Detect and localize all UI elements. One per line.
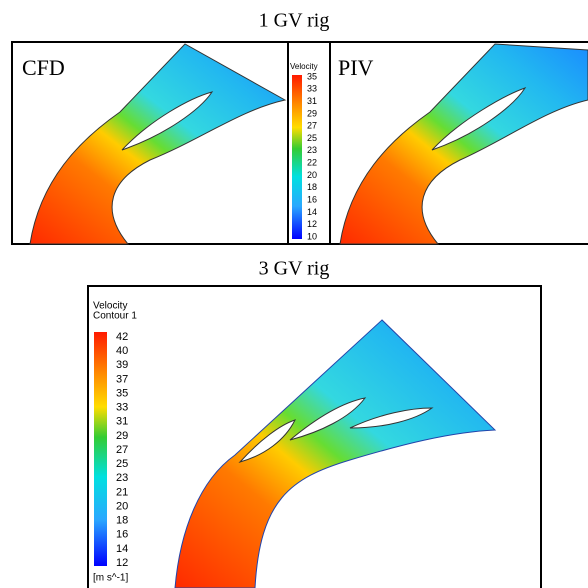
colorbar-label: 31 bbox=[116, 416, 128, 428]
colorbar-title: Velocity bbox=[93, 301, 127, 312]
blade bbox=[289, 397, 367, 441]
colorbar-label: 10 bbox=[307, 231, 317, 241]
colorbar-unit: [m s^-1] bbox=[93, 573, 128, 584]
colorbar-label: 25 bbox=[307, 133, 317, 143]
contour bbox=[339, 43, 588, 245]
colorbar-label: 12 bbox=[116, 557, 128, 569]
panel-frame bbox=[11, 41, 588, 245]
colorbar-label: 18 bbox=[116, 515, 128, 527]
colorbar-label: 29 bbox=[116, 430, 128, 442]
colorbar-label: 39 bbox=[116, 359, 128, 371]
colorbar-label: 35 bbox=[116, 387, 128, 399]
colorbar-labels: 35 33 31 29 27 25 23 22 20 18 16 14 12 10 bbox=[307, 71, 317, 241]
colorbar-label: 33 bbox=[116, 402, 128, 414]
colorbar-label: 23 bbox=[116, 472, 128, 484]
title: 1 GV rig bbox=[259, 10, 330, 32]
colorbar-label: 29 bbox=[307, 108, 317, 118]
colorbar-label: 14 bbox=[307, 207, 317, 217]
colorbar-label: 16 bbox=[116, 529, 128, 541]
colorbar-title: Velocity bbox=[290, 62, 318, 71]
contour bbox=[174, 319, 497, 588]
colorbar-label: 12 bbox=[307, 219, 317, 229]
colorbar-label: 40 bbox=[116, 345, 128, 357]
colorbar-label: 25 bbox=[116, 458, 128, 470]
colorbar-label: 16 bbox=[307, 194, 317, 204]
colorbar bbox=[292, 75, 302, 239]
colorbar-label: 37 bbox=[116, 373, 128, 385]
title: 3 GV rig bbox=[259, 258, 330, 280]
blade bbox=[431, 87, 527, 151]
colorbar-label: 42 bbox=[116, 331, 128, 343]
panel-label: CFD bbox=[22, 55, 65, 80]
colorbar bbox=[94, 332, 107, 566]
contour bbox=[29, 43, 287, 245]
colorbar-label: 22 bbox=[307, 158, 317, 168]
colorbar-title: Contour 1 bbox=[93, 311, 137, 322]
colorbar-label: 20 bbox=[116, 500, 128, 512]
panel-label: PIV bbox=[338, 55, 374, 80]
blade bbox=[238, 419, 296, 463]
colorbar-label: 27 bbox=[307, 121, 317, 131]
colorbar-label: 14 bbox=[116, 543, 128, 555]
colorbar-label: 31 bbox=[307, 96, 317, 106]
colorbar-label: 35 bbox=[307, 71, 317, 81]
colorbar-label: 23 bbox=[307, 145, 317, 155]
blade bbox=[121, 91, 214, 151]
colorbar-label: 27 bbox=[116, 444, 128, 456]
colorbar-labels: 42 40 39 37 35 33 31 29 27 25 23 21 20 18 16 14 12 bbox=[116, 331, 128, 569]
blade bbox=[349, 407, 434, 429]
colorbar-label: 33 bbox=[307, 84, 317, 94]
colorbar-label: 18 bbox=[307, 182, 317, 192]
colorbar-label: 20 bbox=[307, 170, 317, 180]
colorbar-label: 21 bbox=[116, 486, 128, 498]
panel-frame bbox=[87, 285, 542, 588]
